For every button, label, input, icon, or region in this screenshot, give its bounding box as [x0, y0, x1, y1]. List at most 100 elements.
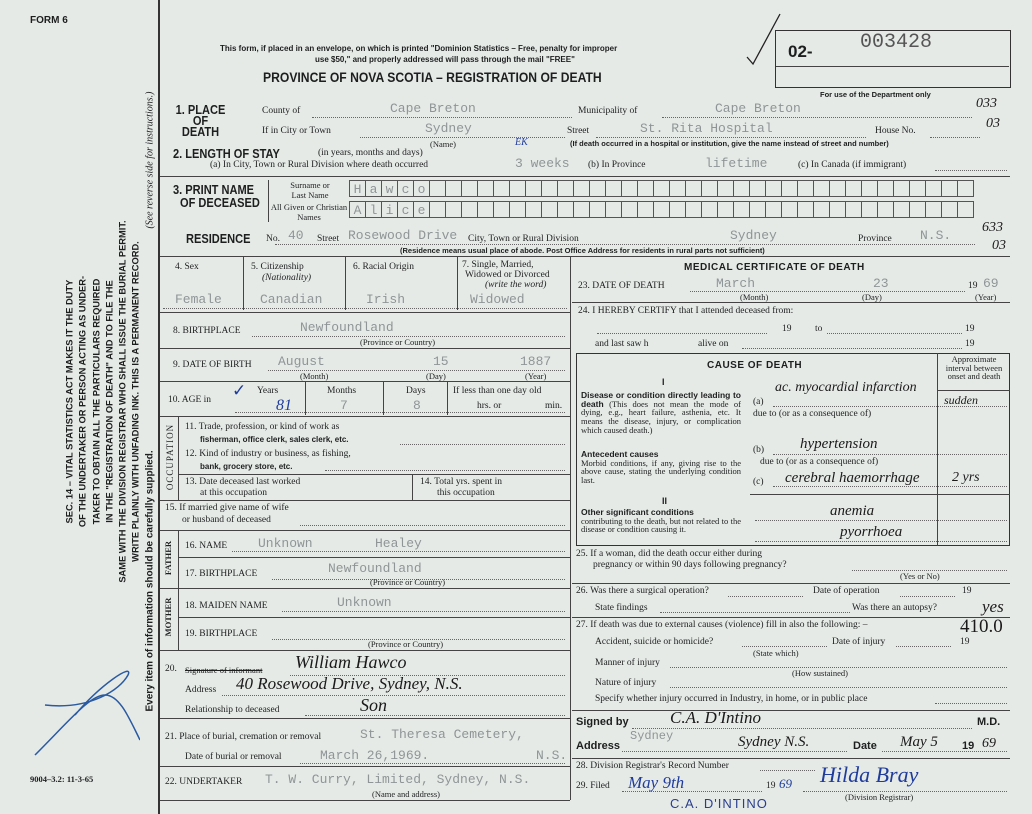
margin-notice: SEC. 14 – VITAL STATISTICS ACT MAKES IT … — [63, 92, 156, 712]
letter-cell — [541, 180, 558, 197]
day-note: (Day) — [862, 292, 882, 302]
signed-by-label: Signed by — [576, 716, 629, 728]
other-conditions-desc: Other significant conditions contributing… — [581, 508, 741, 534]
checkmark-icon — [746, 13, 781, 66]
mother-label: MOTHER — [163, 597, 173, 637]
print-name-label: 3. PRINT NAME — [173, 182, 255, 197]
informant-address: 40 Rosewood Drive, Sydney, N.S. — [236, 674, 463, 693]
registrar-signature: Hilda Bray — [820, 762, 919, 787]
letter-cell: i — [381, 201, 398, 218]
cause-b-label: (b) — [753, 445, 765, 455]
letter-cell — [637, 180, 654, 197]
burial-province: N.S. — [536, 748, 568, 763]
direct-cause-title: Disease or condition directly leading to… — [581, 390, 741, 409]
informant-label: Signature of informant — [185, 665, 263, 675]
due-to-label: due to (or as a consequence of) — [753, 409, 872, 419]
letter-cell — [765, 201, 782, 218]
letter-cell — [621, 180, 638, 197]
letter-cell — [653, 180, 670, 197]
death-day: 23 — [873, 276, 889, 291]
cause-b-value: hypertension — [800, 436, 878, 452]
letter-cell — [717, 201, 734, 218]
injury-date-label: Date of injury — [832, 637, 886, 647]
age-label: 10. AGE in — [168, 395, 212, 405]
residence-province-label: Province — [858, 234, 892, 244]
cause-a-label: (a) — [753, 397, 764, 407]
part-two-label: II — [662, 496, 668, 506]
father-birthplace-label: 17. BIRTHPLACE — [185, 569, 258, 579]
letter-cell — [957, 180, 974, 197]
margin-code: 033 — [976, 96, 997, 111]
classification-code: 410.0 — [960, 616, 1003, 637]
antecedent-desc: Antecedent causes Morbid conditions, if a… — [581, 450, 741, 485]
stay-canada-label: (c) In Canada (if immigrant) — [798, 160, 907, 170]
residence-note: (Residence means usual place of abode. P… — [400, 246, 765, 255]
letter-cell — [749, 201, 766, 218]
letter-cell — [605, 180, 622, 197]
cause-a-interval: sudden — [944, 393, 978, 407]
of-deceased-label: OF DECEASED — [180, 195, 260, 210]
write-word-label: (write the word) — [485, 280, 547, 290]
findings-label: State findings — [595, 603, 648, 613]
undertaker-label: 22. UNDERTAKER — [165, 777, 243, 787]
racial-origin-value: Irish — [366, 292, 406, 307]
cause-of-death-title: CAUSE OF DEATH — [707, 360, 803, 371]
letter-cell — [941, 180, 958, 197]
mother-birthplace-label: 19. BIRTHPLACE — [185, 629, 258, 639]
part-one-label: I — [662, 377, 665, 387]
filed-label: 29. Filed — [576, 781, 610, 791]
letter-cell — [445, 201, 462, 218]
letter-cell — [573, 180, 590, 197]
nature-label: Nature of injury — [595, 678, 657, 688]
mother-maiden-name: Unknown — [337, 595, 392, 610]
letter-cell — [941, 201, 958, 218]
filed-year: 69 — [779, 776, 792, 791]
certify-label: 24. I HEREBY CERTIFY that I attended dec… — [578, 306, 794, 316]
death-year: 69 — [983, 276, 999, 291]
year-prefix: 19 — [782, 324, 792, 334]
letter-cell — [509, 180, 526, 197]
letter-cell — [669, 201, 686, 218]
age-years: 81 — [276, 397, 292, 414]
letter-cell — [893, 201, 910, 218]
year-prefix: 19 — [965, 339, 975, 349]
residence-no-label: No. — [266, 234, 280, 244]
mail-notice-2: use $50," and properly addressed will pa… — [315, 55, 575, 64]
margin-code: 03 — [986, 116, 1000, 131]
other-condition-2: pyorrhoea — [840, 524, 903, 540]
cause-c-label: (c) — [753, 477, 764, 487]
other-conditions-title: Other significant conditions — [581, 507, 694, 517]
letter-cell — [493, 180, 510, 197]
year-prefix: 19 — [960, 637, 970, 647]
manner-label: Manner of injury — [595, 658, 660, 668]
letter-cell — [845, 201, 862, 218]
letter-cell — [829, 180, 846, 197]
age-months: 7 — [340, 398, 348, 413]
letter-cell — [605, 201, 622, 218]
birth-month: August — [278, 354, 325, 369]
letter-cell — [461, 180, 478, 197]
letter-cell — [429, 201, 446, 218]
day-note: (Day) — [426, 371, 446, 381]
letter-cell — [429, 180, 446, 197]
department-only-label: For use of the Department only — [820, 90, 931, 99]
spouse-label-2: or husband of deceased — [182, 515, 271, 525]
hrs-label: hrs. or — [477, 401, 502, 411]
letter-cell — [653, 201, 670, 218]
maiden-name-label: 18. MAIDEN NAME — [185, 601, 268, 611]
informant-address-label: Address — [185, 685, 217, 695]
father-last-name: Healey — [375, 536, 422, 551]
days-label: Days — [406, 386, 426, 396]
street-label: Street — [567, 126, 590, 136]
residence-street: Rosewood Drive — [348, 228, 458, 243]
letter-cell — [701, 201, 718, 218]
pregnancy-label-2: pregnancy or within 90 days following pr… — [593, 560, 787, 570]
county-value: Cape Breton — [390, 101, 476, 116]
pregnancy-label: 25. If a woman, did the death occur eith… — [576, 549, 762, 559]
letter-cell — [461, 201, 478, 218]
letter-cell: e — [413, 201, 430, 218]
mail-notice-1: This form, if placed in an envelope, on … — [220, 44, 618, 53]
letter-cell — [541, 201, 558, 218]
letter-cell — [845, 180, 862, 197]
hospital-note: (If death occurred in a hospital or inst… — [570, 139, 889, 148]
